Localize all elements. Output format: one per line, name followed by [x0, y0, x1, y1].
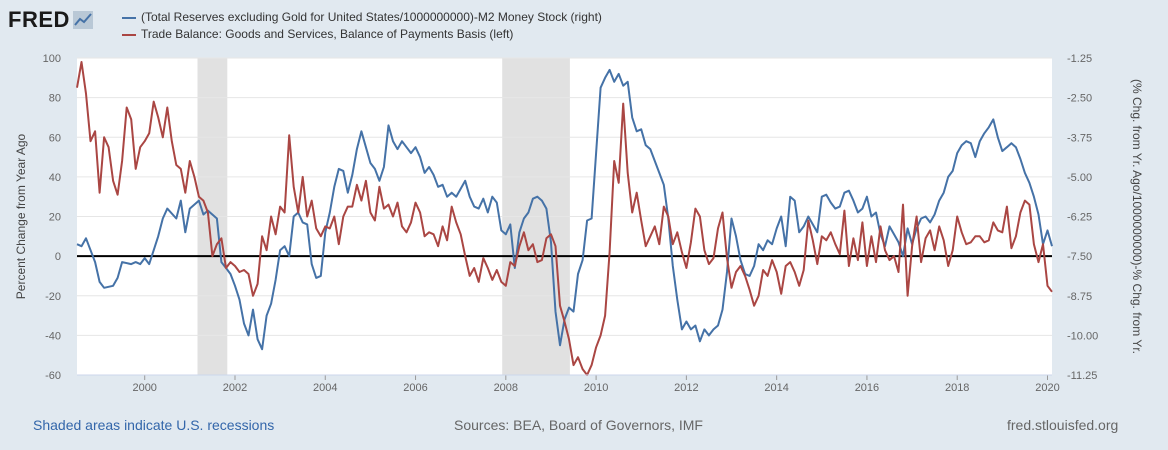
x-tick-label: 2014 [764, 382, 788, 394]
y-left-tick-label: 0 [55, 251, 61, 263]
y-left-tick-label: -40 [45, 330, 61, 342]
x-tick-label: 2016 [855, 382, 879, 394]
y-right-tick-label: -3.75 [1067, 132, 1092, 144]
y-left-tick-label: -20 [45, 291, 61, 303]
legend-entry-series1[interactable]: (Total Reserves excluding Gold for Unite… [122, 9, 602, 26]
y-left-tick-label: 100 [43, 53, 61, 65]
logo-text: FRED [8, 7, 70, 32]
chart-svg[interactable]: 100 80 60 40 20 0 -20 -40 -60 -1.25 -2.50 -3.75 -5.0… [0, 0, 1168, 410]
legend-label-series2: Trade Balance: Goods and Services, Balan… [141, 27, 514, 41]
x-tick-label: 2004 [313, 382, 337, 394]
legend-swatch-series2 [122, 33, 136, 36]
y-right-tick-label: -5.00 [1067, 172, 1092, 184]
legend-label-series1: (Total Reserves excluding Gold for Unite… [141, 10, 602, 24]
x-tick-label: 2012 [674, 382, 698, 394]
x-tick-label: 2020 [1035, 382, 1059, 394]
y-right-tick-label: -8.75 [1067, 291, 1092, 303]
y-right-tick-label: -1.25 [1067, 53, 1092, 65]
series-line-1[interactable] [76, 68, 1053, 351]
chart-legend: (Total Reserves excluding Gold for Unite… [122, 9, 602, 43]
fred-url-link[interactable]: fred.stlouisfed.org [1007, 417, 1119, 433]
y-right-tick-label: -2.50 [1067, 93, 1092, 105]
y-left-tick-label: 20 [49, 212, 61, 224]
y-right-tick-label: -11.25 [1067, 370, 1097, 382]
y-right-axis-title: (% Chg. from Yr. Ago/1000000000)-% Chg. … [1130, 79, 1144, 354]
x-tick-label: 2000 [132, 382, 156, 394]
series-line-2[interactable] [76, 61, 1053, 376]
x-tick-label: 2010 [584, 382, 608, 394]
y-right-tick-label: -6.25 [1067, 212, 1092, 224]
x-tick-label: 2006 [403, 382, 427, 394]
y-right-tick-label: -7.50 [1067, 251, 1092, 263]
y-left-tick-label: 60 [49, 132, 61, 144]
x-tick-label: 2018 [945, 382, 969, 394]
recession-note-link[interactable]: Shaded areas indicate U.S. recessions [33, 417, 275, 433]
legend-swatch-series1 [122, 16, 136, 19]
y-left-tick-label: 80 [49, 93, 61, 105]
y-left-tick-label: -60 [45, 370, 61, 382]
x-tick-label: 2002 [223, 382, 247, 394]
legend-entry-series2[interactable]: Trade Balance: Goods and Services, Balan… [122, 26, 602, 43]
y-right-tick-label: -10.00 [1067, 330, 1098, 342]
y-left-tick-label: 40 [49, 172, 61, 184]
y-left-axis-title: Percent Change from Year Ago [14, 133, 28, 299]
sources-text: Sources: BEA, Board of Governors, IMF [454, 417, 703, 433]
fred-logo[interactable]: FRED [8, 7, 93, 33]
x-tick-label: 2008 [494, 382, 518, 394]
fred-chart-icon [72, 11, 93, 29]
